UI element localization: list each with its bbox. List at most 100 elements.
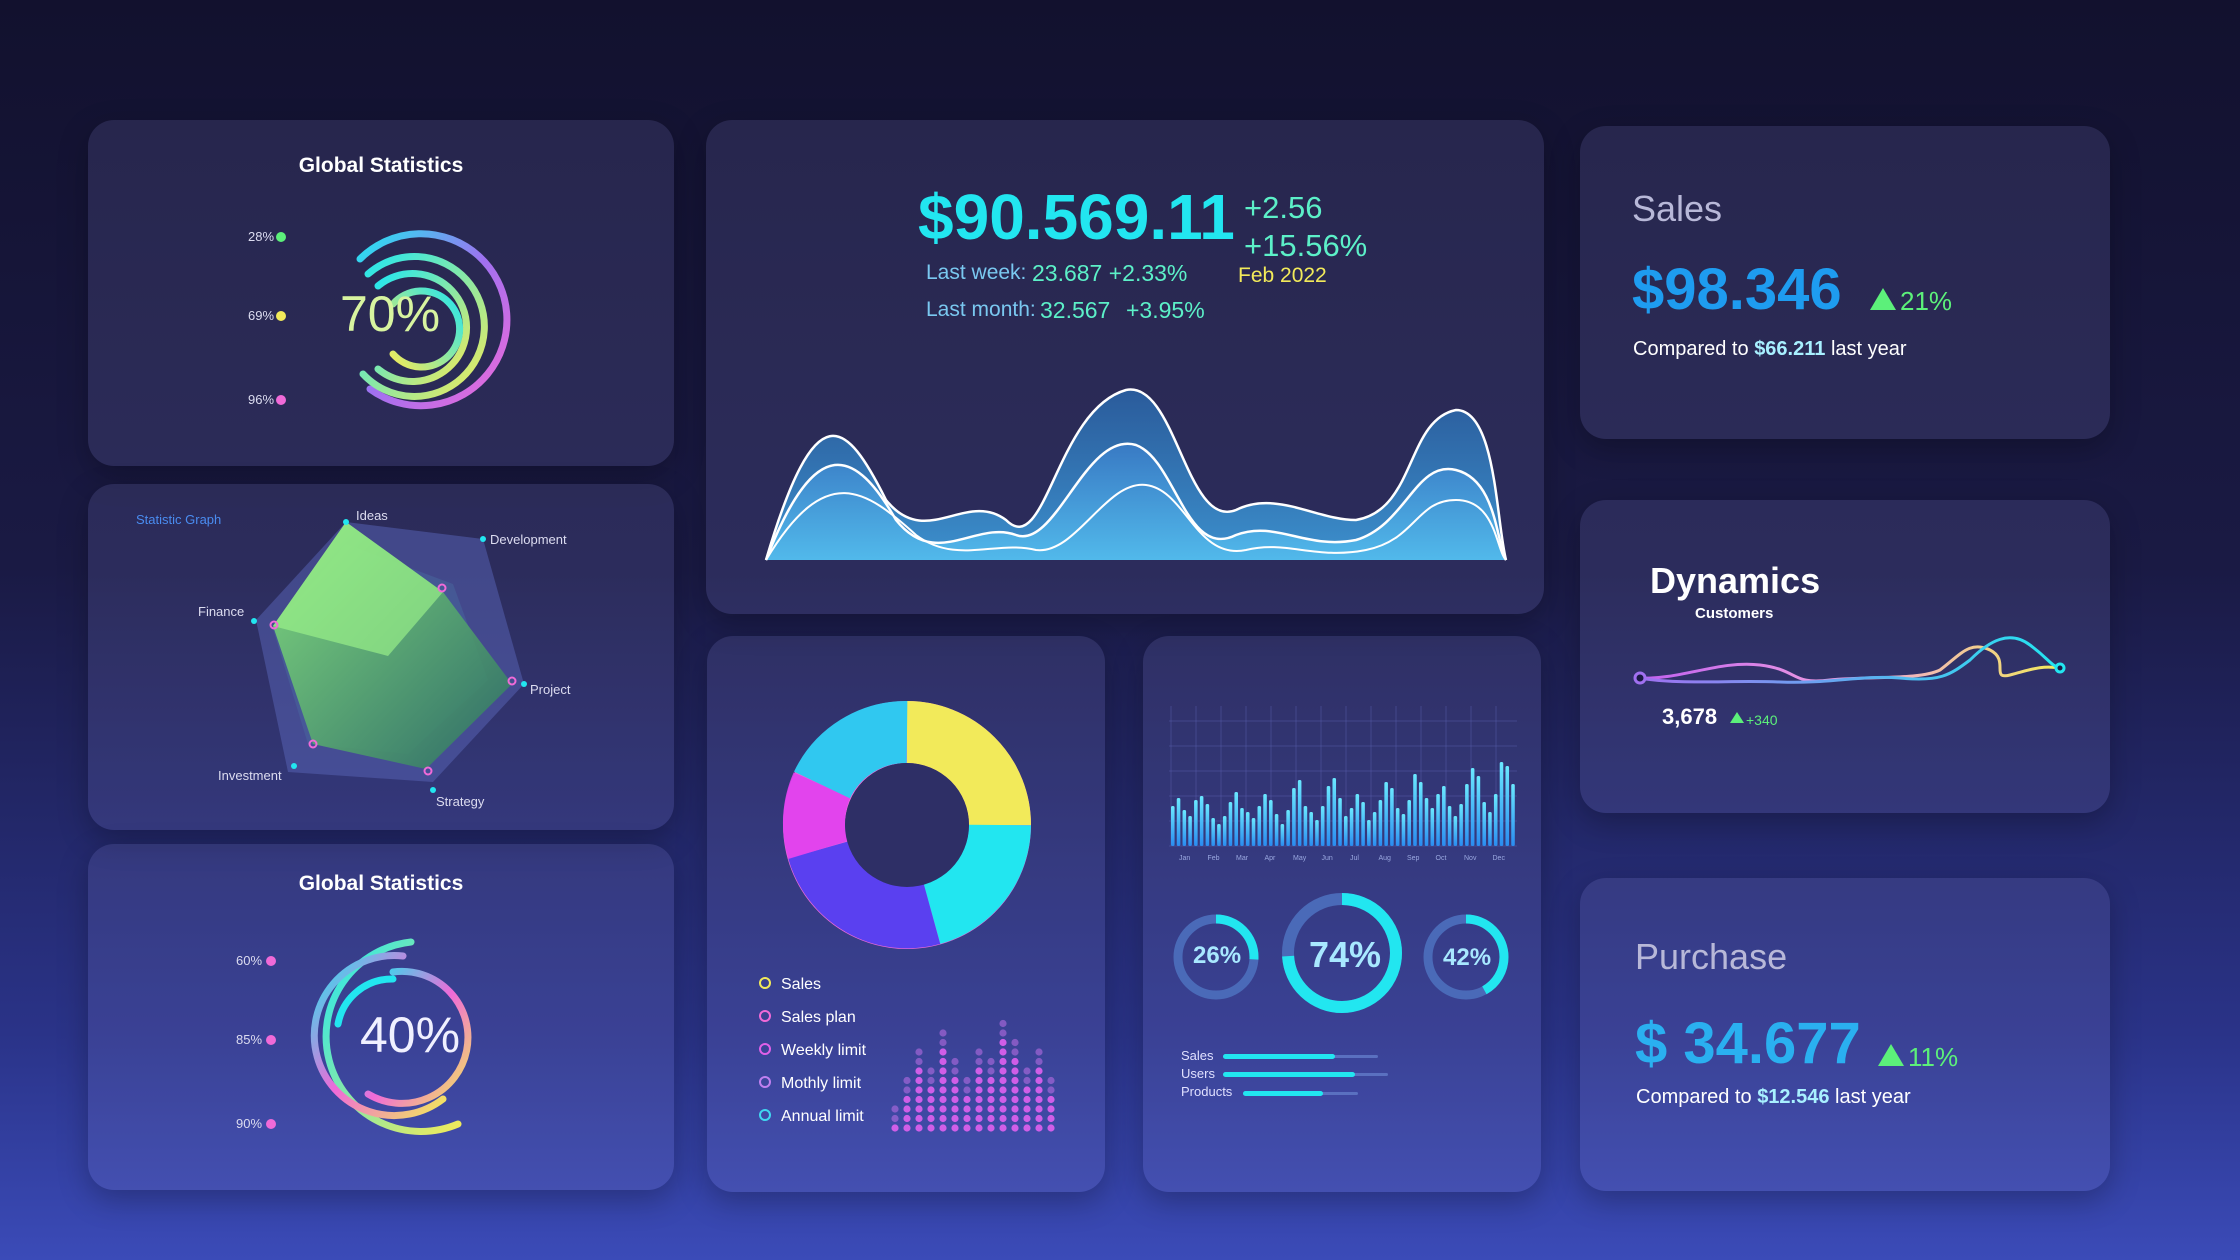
ring-3 — [374, 270, 471, 385]
radar-point — [308, 739, 318, 749]
radar-axis-label: Investment — [218, 768, 282, 783]
dot-matrix-dot — [1047, 1124, 1055, 1132]
dot-matrix-dot — [987, 1067, 995, 1075]
purchase-change: 11% — [1908, 1042, 1959, 1072]
bar — [1447, 806, 1452, 846]
progress-users-label: Users — [1181, 1066, 1215, 1081]
legend-dot — [266, 956, 276, 966]
dot-matrix-dot — [915, 1057, 923, 1066]
purchase-value: $ 34.677 — [1635, 1011, 1861, 1076]
dot-matrix-dot — [1035, 1124, 1043, 1132]
dot-matrix-dot — [939, 1114, 947, 1123]
bar — [1482, 802, 1486, 846]
legend-dot — [276, 232, 286, 242]
dot-matrix-dot — [903, 1105, 911, 1113]
dot-matrix-dot — [987, 1105, 995, 1113]
purchase-change-up-icon — [1878, 1044, 1904, 1066]
radar-point — [251, 618, 257, 624]
dot-matrix-dot — [999, 1019, 1007, 1028]
progress-sales-bar — [1223, 1054, 1335, 1059]
monthly-bar-chart: Jan Feb Mar Apr May Jun Jul Aug Sep Oct Nov Dec — [1169, 706, 1517, 862]
dot-matrix-dot — [999, 1114, 1007, 1123]
dot-matrix-dot — [1035, 1057, 1043, 1066]
price-date: Feb 2022 — [1238, 264, 1327, 287]
bar — [1263, 794, 1267, 846]
dot-matrix-dot — [951, 1076, 959, 1085]
bar — [1407, 800, 1411, 846]
radar-card: Statistic Graph Ideas Development Projec… — [88, 484, 674, 830]
dot-matrix-dot — [975, 1095, 983, 1104]
dot-matrix-dot — [915, 1067, 923, 1075]
wave-line-2 — [764, 442, 1508, 561]
sales-title: Sales — [1632, 188, 1723, 229]
gauge-26 — [1173, 914, 1259, 1000]
dot-matrix-dot — [903, 1095, 911, 1104]
donut-segment-teal — [794, 701, 908, 800]
donut-segment-yellow — [905, 701, 1031, 827]
dynamics-title: Dynamics — [1650, 560, 1821, 601]
dot-matrix-dot — [915, 1076, 923, 1085]
dot-matrix-dot — [975, 1076, 983, 1085]
bar — [1309, 812, 1313, 846]
dot-matrix-dot — [939, 1048, 947, 1056]
bar — [1205, 804, 1210, 846]
dot-matrix-dot — [987, 1076, 995, 1085]
dot-matrix-dot — [951, 1086, 959, 1094]
bar — [1286, 810, 1290, 846]
bar — [1199, 796, 1204, 846]
percent-value-1: 70% — [340, 286, 441, 342]
gauge-label-42: 42% — [1443, 944, 1492, 971]
bar — [1171, 806, 1175, 846]
stat-label: 28% — [248, 229, 275, 244]
last-month-change: +3.95% — [1126, 297, 1205, 323]
dot-matrix-dot — [939, 1086, 947, 1094]
bar — [1245, 812, 1250, 846]
last-week-value: 23.687 +2.33% — [1032, 260, 1188, 286]
bar — [1194, 800, 1198, 846]
dot-matrix-dot — [927, 1076, 935, 1085]
global-stats-title-2: Global Statistics — [298, 872, 464, 895]
donut-chart — [782, 701, 1031, 949]
dot-matrix-dot — [939, 1076, 947, 1085]
dot-matrix-dot — [939, 1105, 947, 1113]
dot-matrix-dot — [999, 1057, 1007, 1066]
line-start-point — [1633, 671, 1647, 685]
dot-matrix-dot — [1023, 1124, 1031, 1132]
legend-item-annual-limit: Annual limit — [759, 1108, 864, 1126]
month-tick-label: Mar — [1236, 855, 1249, 862]
radar-point — [343, 519, 349, 525]
dot-matrix-dot — [903, 1124, 911, 1132]
global-stats-card-1: Global Statistics 28% 69% 96% 70% — [88, 120, 674, 466]
dot-matrix-dot — [999, 1029, 1007, 1037]
radar-chart — [251, 519, 527, 793]
bar — [1361, 802, 1365, 846]
dot-matrix-dot — [1047, 1114, 1055, 1123]
sales-value: $98.346 — [1632, 257, 1842, 322]
dot-matrix-dot — [891, 1105, 899, 1113]
bar — [1505, 766, 1510, 846]
price-change-percent: +15.56% — [1244, 228, 1368, 263]
dot-matrix-dot — [987, 1057, 995, 1066]
dot-matrix-dot — [999, 1038, 1007, 1047]
legend-item-sales: Sales — [759, 976, 821, 994]
bar — [1349, 808, 1354, 846]
dot-matrix-dot — [999, 1048, 1007, 1056]
dot-matrix-dot — [987, 1114, 995, 1123]
dot-matrix-dot — [1047, 1095, 1055, 1104]
purchase-title: Purchase — [1635, 936, 1788, 977]
dot-matrix-dot — [963, 1114, 971, 1123]
price-change: +2.56 — [1244, 190, 1323, 225]
bar — [1269, 800, 1273, 846]
dot-matrix-dot — [903, 1086, 911, 1094]
legend-dot — [266, 1119, 276, 1129]
dot-matrix-dot — [927, 1086, 935, 1094]
dot-matrix-dot — [1023, 1076, 1031, 1085]
progress-sales-label: Sales — [1181, 1048, 1214, 1063]
dot-matrix-dot — [963, 1124, 971, 1132]
dot-matrix-dot — [915, 1048, 923, 1056]
bar — [1499, 762, 1504, 846]
month-tick-label: May — [1293, 855, 1307, 862]
price-overview-card: $90.569.11 +2.56 +15.56% Feb 2022 Last w… — [706, 120, 1544, 614]
month-tick-label: Aug — [1379, 855, 1392, 862]
bar — [1257, 806, 1262, 846]
